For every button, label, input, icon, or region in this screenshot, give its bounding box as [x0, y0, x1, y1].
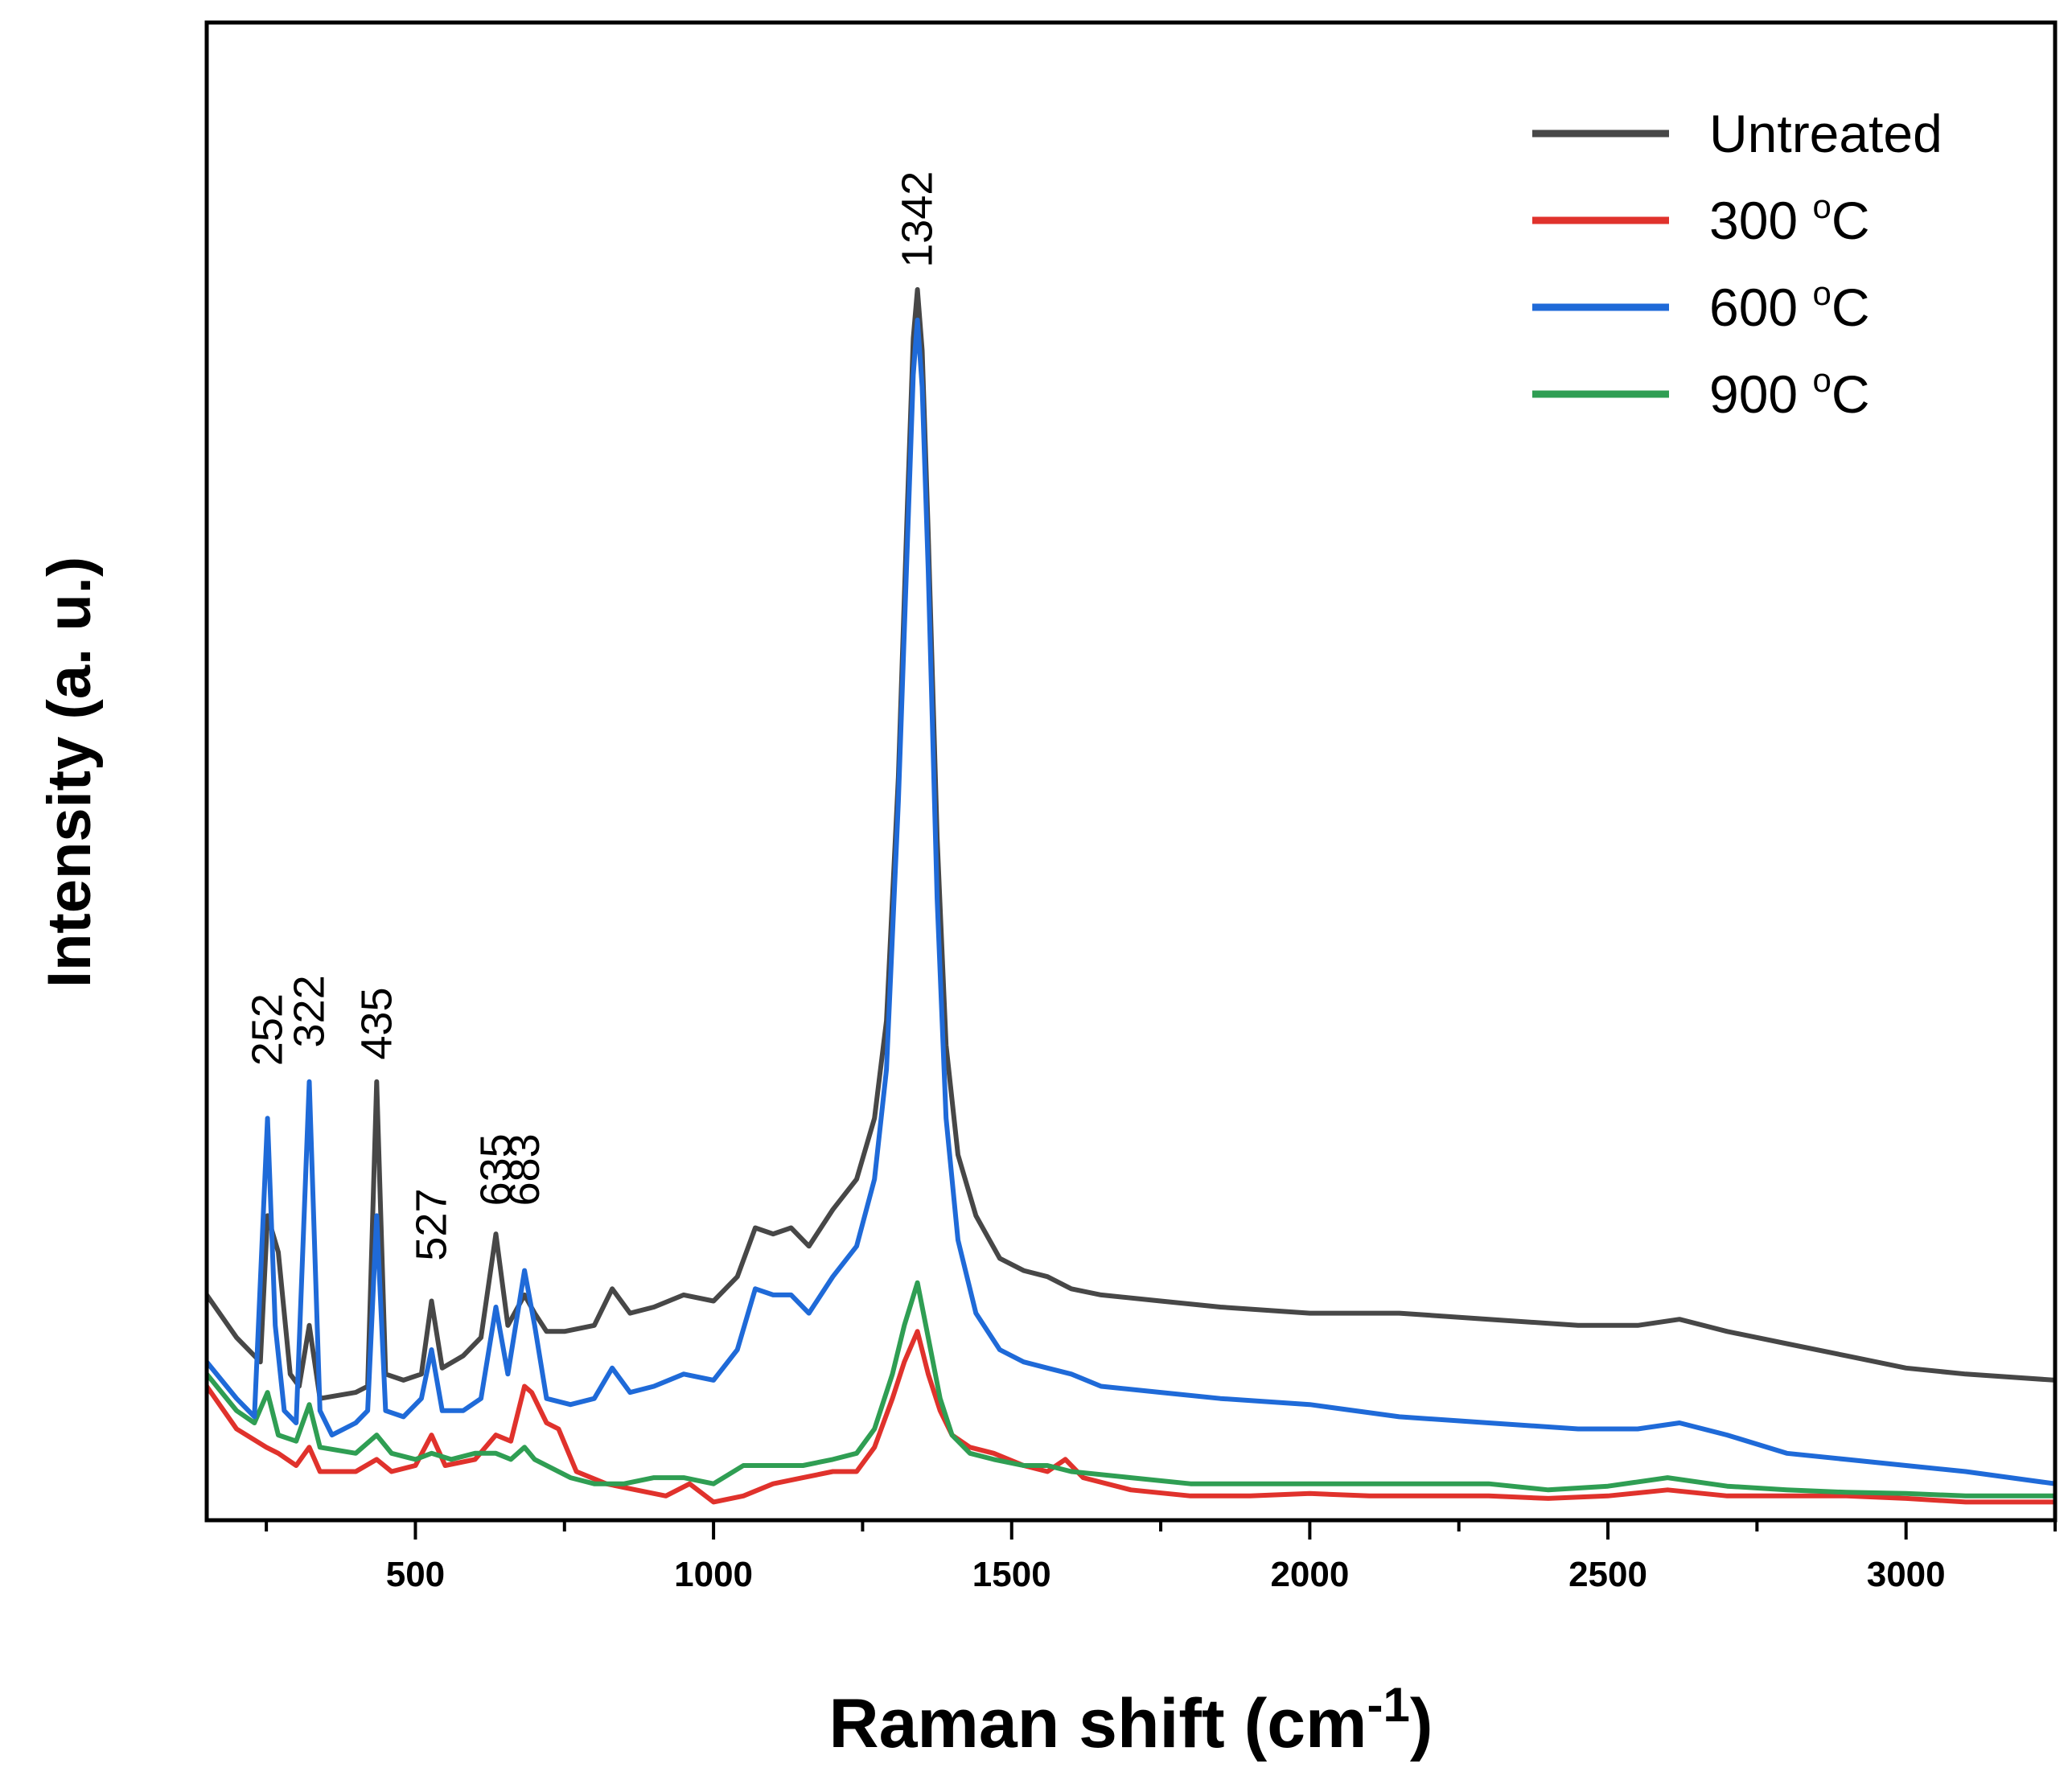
series-line-600-c: [207, 317, 2055, 1486]
x-axis-title: Raman shift (cm-1): [828, 1678, 1433, 1762]
legend: Untreated 300 oC 600 oC 900 oC: [1532, 104, 1942, 424]
x-axis-ticks: 500 1000 1500 2000 2500 3000: [265, 1520, 2057, 1594]
x-axis-title-close: ): [1410, 1685, 1433, 1762]
series-line-300-c: [207, 1329, 2055, 1505]
peak-label-322: 322: [286, 975, 334, 1047]
x-tick-label: 1500: [972, 1555, 1051, 1594]
x-axis-title-superscript: -1: [1367, 1678, 1410, 1732]
peak-label-683: 683: [500, 1133, 549, 1206]
x-tick-label: 3000: [1867, 1555, 1946, 1594]
x-tick-label: 500: [386, 1555, 445, 1594]
peak-label-1342: 1342: [894, 171, 942, 268]
legend-label: 600 oC: [1709, 274, 1870, 337]
series-line-untreated: [207, 287, 2055, 1401]
plot-frame: [204, 20, 2058, 1523]
peak-label-252: 252: [244, 993, 292, 1066]
peak-label-527: 527: [408, 1188, 456, 1260]
series-layer: [207, 287, 2055, 1505]
x-tick-label: 2000: [1270, 1555, 1349, 1594]
x-tick-label: 2500: [1568, 1555, 1647, 1594]
peak-label-435: 435: [352, 987, 401, 1059]
peak-label-635: 635: [472, 1133, 520, 1206]
y-axis-title: Intensity (a. u.): [35, 557, 104, 988]
x-axis-title-main: Raman shift (cm: [828, 1685, 1367, 1762]
series-line-900-c: [207, 1280, 2055, 1498]
x-tick-label: 1000: [674, 1555, 753, 1594]
legend-label: 300 oC: [1709, 187, 1870, 250]
legend-label: 900 oC: [1709, 361, 1870, 424]
legend-label: Untreated: [1709, 104, 1942, 163]
